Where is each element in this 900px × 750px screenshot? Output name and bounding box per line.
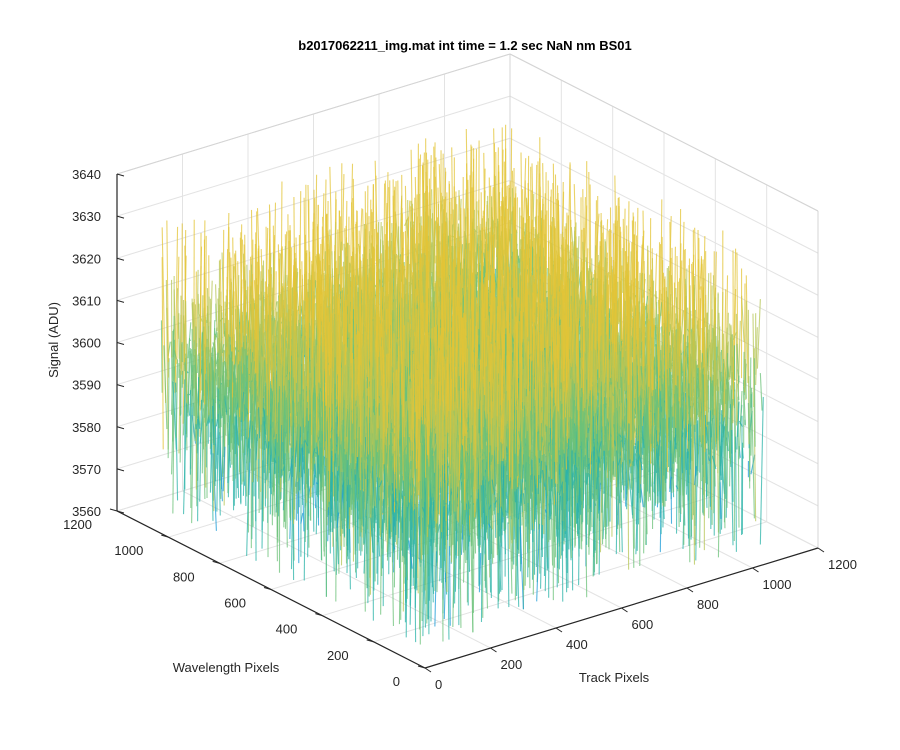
surface-strand bbox=[579, 326, 582, 335]
z-tick-mark bbox=[116, 299, 125, 303]
surface-strand bbox=[427, 261, 431, 334]
surface-strand bbox=[536, 215, 539, 270]
grid-line bbox=[509, 137, 819, 296]
box-edge bbox=[116, 53, 511, 175]
grid-line bbox=[322, 495, 716, 617]
x-tick-mark bbox=[621, 607, 628, 613]
z-tick-mark bbox=[116, 257, 125, 261]
z-tick-mark bbox=[116, 510, 125, 514]
surface-strand bbox=[341, 174, 345, 251]
surface-strand bbox=[680, 310, 685, 344]
surface-strand bbox=[522, 249, 526, 313]
x-tick-mark bbox=[817, 547, 825, 553]
surface-strand bbox=[314, 174, 318, 288]
x-tick-mark bbox=[555, 627, 563, 633]
y-tick-mark bbox=[109, 508, 118, 512]
y-tick-mark bbox=[315, 613, 323, 617]
z-tick-mark bbox=[116, 426, 125, 430]
surface-strand bbox=[505, 220, 510, 329]
surface-strand bbox=[653, 253, 658, 331]
surface-strand bbox=[622, 270, 626, 358]
grid-line bbox=[373, 521, 767, 643]
surface-strand bbox=[271, 267, 273, 312]
y-tick-mark bbox=[366, 639, 374, 643]
surface-strand bbox=[694, 227, 698, 329]
z-tick-mark bbox=[116, 173, 125, 177]
surface-strand bbox=[733, 389, 736, 542]
grid-line bbox=[509, 179, 819, 338]
y-tick-mark bbox=[263, 587, 272, 590]
box-edge bbox=[509, 53, 819, 212]
z-tick-mark bbox=[116, 468, 125, 472]
surface-strand bbox=[466, 268, 469, 279]
surface-strand bbox=[191, 298, 194, 357]
surface-strand bbox=[303, 197, 307, 336]
x-tick-mark bbox=[686, 587, 694, 593]
grid-line bbox=[509, 95, 819, 254]
surface-strand bbox=[215, 284, 218, 331]
surface-strand bbox=[322, 216, 326, 271]
surface-strand bbox=[421, 225, 423, 272]
z-tick-mark bbox=[116, 215, 125, 219]
axes bbox=[109, 173, 825, 673]
z-tick-mark bbox=[116, 384, 125, 388]
surface-strand bbox=[557, 200, 560, 286]
data-surface bbox=[160, 124, 764, 645]
surface-strand bbox=[736, 343, 739, 374]
surface-strand bbox=[189, 339, 192, 342]
surface-strand bbox=[349, 163, 354, 273]
grid-line bbox=[116, 95, 511, 217]
y-tick-mark bbox=[212, 560, 220, 564]
surface-strand bbox=[473, 228, 477, 233]
surface-strand bbox=[391, 230, 395, 294]
surface-strand bbox=[206, 288, 209, 354]
x-tick-mark bbox=[752, 567, 759, 573]
y-tick-mark bbox=[161, 534, 169, 538]
surface-strand bbox=[660, 199, 663, 316]
surface-strand bbox=[256, 208, 261, 301]
surface-strand bbox=[466, 163, 468, 290]
surface-strand bbox=[680, 221, 685, 382]
surface-strand bbox=[196, 269, 199, 347]
surface-strand bbox=[196, 354, 199, 374]
x-tick-mark bbox=[424, 667, 432, 673]
x-tick-mark bbox=[490, 647, 497, 653]
surface-strand bbox=[407, 216, 411, 362]
surface-strand bbox=[347, 216, 350, 339]
z-tick-mark bbox=[116, 342, 125, 345]
y-tick-mark bbox=[417, 665, 426, 669]
